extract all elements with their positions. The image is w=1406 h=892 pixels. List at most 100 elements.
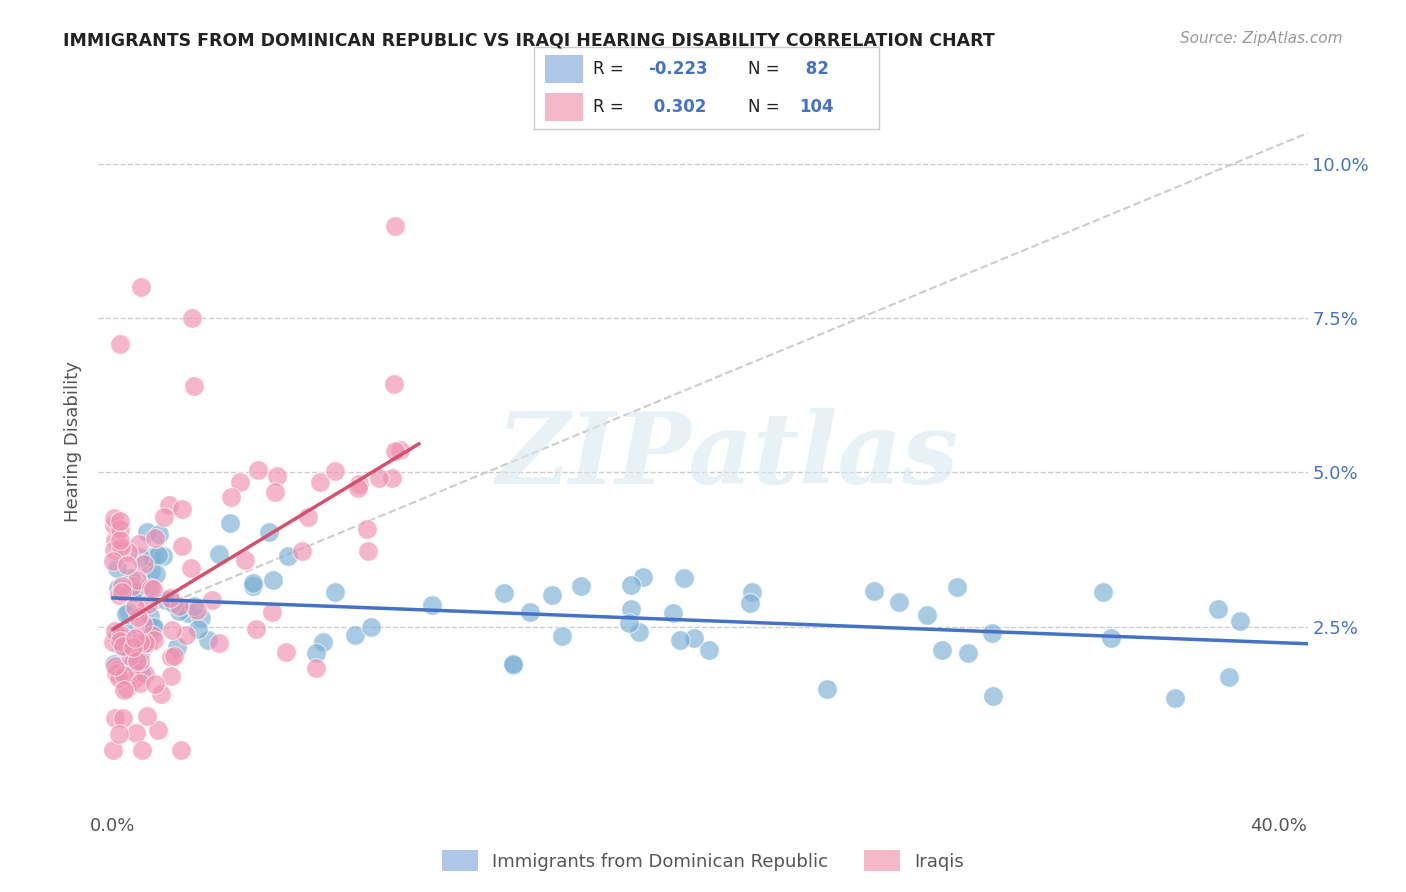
Point <box>257 524 280 539</box>
Point <box>741 585 763 599</box>
Point <box>103 511 125 525</box>
Point <box>148 526 170 541</box>
Point <box>112 668 135 682</box>
Point <box>104 658 127 673</box>
Point <box>134 636 156 650</box>
Point <box>245 623 267 637</box>
Point <box>180 561 202 575</box>
Point <box>103 743 125 757</box>
Text: 0.302: 0.302 <box>648 98 706 116</box>
Point <box>309 475 332 489</box>
Point <box>343 628 366 642</box>
Point <box>502 658 524 673</box>
Point <box>104 711 127 725</box>
Point <box>160 623 183 637</box>
Point <box>129 280 152 294</box>
Point <box>420 598 443 612</box>
Point <box>112 639 135 653</box>
Point <box>620 602 643 616</box>
Point <box>1218 670 1240 684</box>
Point <box>103 543 125 558</box>
Point <box>1229 614 1251 628</box>
Point <box>187 622 209 636</box>
Point <box>697 642 720 657</box>
Text: IMMIGRANTS FROM DOMINICAN REPUBLIC VS IRAQI HEARING DISABILITY CORRELATION CHART: IMMIGRANTS FROM DOMINICAN REPUBLIC VS IR… <box>63 31 995 49</box>
Legend: Immigrants from Dominican Republic, Iraqis: Immigrants from Dominican Republic, Iraq… <box>434 843 972 879</box>
Point <box>312 635 335 649</box>
Point <box>219 516 242 530</box>
Point <box>551 629 574 643</box>
Point <box>242 579 264 593</box>
Point <box>111 579 134 593</box>
Point <box>183 599 205 613</box>
Point <box>167 604 190 618</box>
Point <box>124 631 146 645</box>
Point <box>1206 602 1229 616</box>
Point <box>146 548 169 562</box>
Point <box>131 743 153 757</box>
Point <box>136 636 159 650</box>
Point <box>103 518 125 533</box>
Y-axis label: Hearing Disability: Hearing Disability <box>65 361 83 522</box>
Point <box>124 585 146 599</box>
Point <box>105 629 128 643</box>
Point <box>945 580 967 594</box>
Bar <box>544 94 582 121</box>
Point <box>170 743 193 757</box>
Point <box>101 634 124 648</box>
Point <box>502 657 524 671</box>
Point <box>111 585 134 599</box>
Point <box>384 219 406 233</box>
Point <box>672 571 695 585</box>
Point <box>159 591 181 605</box>
Point <box>138 609 160 624</box>
Point <box>142 620 165 634</box>
Point <box>128 655 150 669</box>
Point <box>160 669 183 683</box>
Point <box>266 469 288 483</box>
Point <box>862 584 884 599</box>
Point <box>661 606 683 620</box>
Point <box>305 660 328 674</box>
Point <box>110 628 132 642</box>
Point <box>125 725 148 739</box>
Point <box>276 645 298 659</box>
Point <box>368 471 391 485</box>
Point <box>620 578 643 592</box>
Point <box>143 531 166 545</box>
Point <box>122 672 145 686</box>
Point <box>108 588 131 602</box>
Point <box>1164 691 1187 706</box>
Point <box>136 580 159 594</box>
Point <box>208 635 231 649</box>
Point <box>382 377 405 392</box>
Point <box>360 620 382 634</box>
Point <box>121 656 143 670</box>
Text: N =: N = <box>748 61 785 78</box>
Point <box>121 584 143 599</box>
Point <box>108 634 131 648</box>
Point <box>1091 584 1114 599</box>
Text: 104: 104 <box>800 98 834 116</box>
Point <box>153 509 176 524</box>
Point <box>115 624 138 638</box>
Point <box>124 600 146 615</box>
Point <box>134 667 156 681</box>
Point <box>121 640 143 655</box>
Point <box>125 654 148 668</box>
Point <box>180 311 202 326</box>
Point <box>157 498 180 512</box>
Point <box>617 615 640 630</box>
Text: R =: R = <box>593 98 628 116</box>
Point <box>145 566 167 581</box>
Point <box>142 582 165 597</box>
Point <box>108 727 131 741</box>
Point <box>815 682 838 697</box>
Point <box>381 471 404 485</box>
Point <box>346 481 368 495</box>
Point <box>388 443 411 458</box>
Point <box>143 677 166 691</box>
Point <box>108 522 131 536</box>
Point <box>492 586 515 600</box>
Point <box>162 595 184 609</box>
